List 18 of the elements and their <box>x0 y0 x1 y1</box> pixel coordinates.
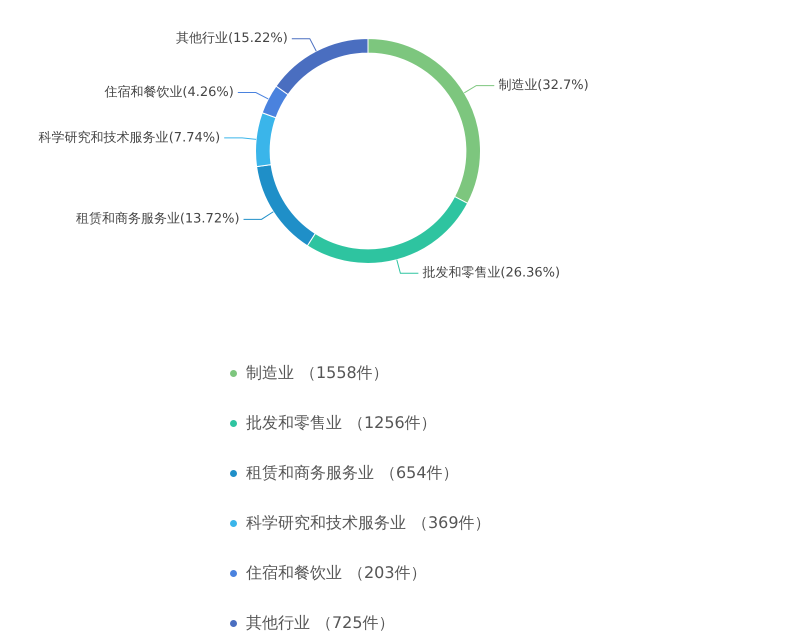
legend-label: 租赁和商务服务业 <box>246 462 374 484</box>
legend-label: 住宿和餐饮业 <box>246 562 342 584</box>
text: （1256件） <box>348 412 437 434</box>
text: （725件） <box>316 612 395 634</box>
text: （1558件） <box>300 362 389 384</box>
legend-label: 制造业 <box>246 362 294 384</box>
category-label: 租赁和商务服务业(13.72%) <box>76 212 240 227</box>
legend-label: 批发和零售业 <box>246 412 342 434</box>
legend-label: 科学研究和技术服务业 <box>246 512 406 534</box>
text: （203件） <box>348 562 427 584</box>
category-label: 科学研究和技术服务业(7.74%) <box>38 130 220 146</box>
category-label: 住宿和餐饮业(4.26%) <box>104 84 234 100</box>
text: （369件） <box>412 512 491 534</box>
category-label: 批发和零售业(26.36%) <box>422 266 560 281</box>
legend-label: 其他行业 <box>246 612 310 634</box>
text: （654件） <box>380 462 459 484</box>
category-label: 制造业(32.7%) <box>498 78 589 93</box>
category-label: 其他行业(15.22%) <box>176 31 288 46</box>
